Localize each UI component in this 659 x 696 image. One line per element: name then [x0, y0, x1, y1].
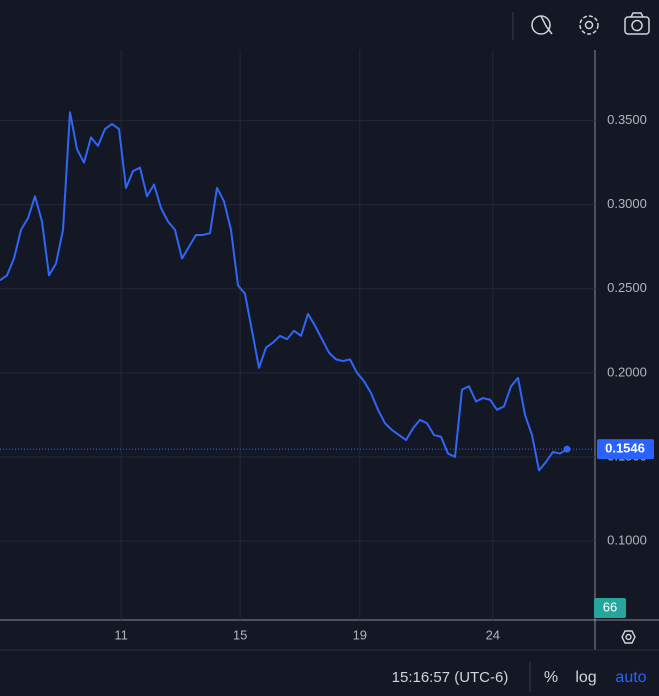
price-tag-label: 0.1546 [605, 441, 645, 456]
plot: 0.10000.15000.20000.25000.30000.35001115… [0, 50, 647, 642]
y-tick-label: 0.2500 [607, 280, 647, 295]
screenshot-icon[interactable] [624, 12, 650, 35]
settings-icon[interactable] [579, 15, 599, 35]
percent-button[interactable]: % [544, 669, 558, 686]
x-tick-label: 19 [353, 627, 367, 642]
y-tick-label: 0.3500 [607, 112, 647, 127]
y-tick-label: 0.1000 [607, 532, 647, 547]
price-tag [597, 439, 654, 460]
volume-tag [594, 598, 626, 618]
auto-button[interactable]: auto [615, 669, 646, 686]
price-line [0, 111, 568, 472]
x-tick-label: 24 [486, 627, 500, 642]
x-tick-label: 11 [114, 627, 128, 642]
y-tick-label: 0.3000 [607, 196, 647, 211]
axis-settings-icon[interactable] [621, 630, 636, 644]
time-display: 15:16:57 (UTC-6) [392, 669, 509, 686]
volume-label: 66 [603, 599, 617, 614]
x-tick-label: 15 [233, 627, 247, 642]
replay-icon[interactable] [531, 15, 553, 35]
log-button[interactable]: log [575, 669, 596, 686]
last-point [563, 445, 571, 453]
y-tick-label: 0.2000 [607, 364, 647, 379]
